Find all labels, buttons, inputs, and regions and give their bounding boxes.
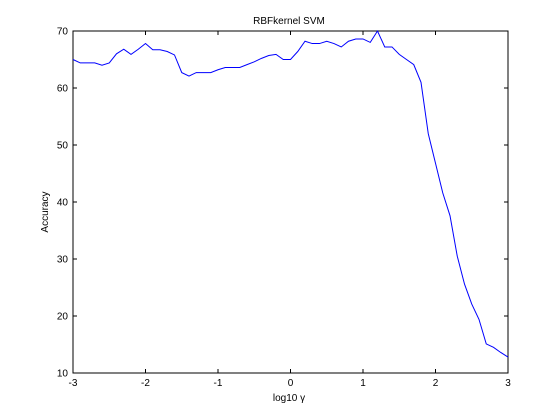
x-tick-label: -2	[141, 378, 150, 389]
y-tick-label: 20	[57, 312, 69, 323]
y-tick-label: 40	[57, 198, 69, 209]
y-tick-label: 70	[57, 27, 69, 38]
y-axis-label: Accuracy	[40, 191, 51, 232]
chart-title: RBFkernel SVM	[253, 16, 325, 27]
x-tick-label: 1	[360, 378, 366, 389]
y-tick-label: 30	[57, 255, 69, 266]
y-tick-label: 10	[57, 369, 69, 380]
y-tick-label: 50	[57, 141, 69, 152]
axes-box	[72, 30, 509, 374]
y-tick-labels: 10 20 30 40 50 60 70	[57, 27, 69, 380]
y-tick-label: 60	[57, 84, 69, 95]
series-line	[72, 29, 509, 358]
x-tick-label: -3	[69, 378, 78, 389]
x-axis-label: log10 γ	[273, 393, 305, 404]
x-tick-labels: -3 -2 -1 0 1 2 3	[69, 378, 512, 389]
x-tick-label: 3	[505, 378, 511, 389]
x-tick-label: 0	[288, 378, 294, 389]
x-tick-label: -1	[214, 378, 223, 389]
ticks	[72, 30, 509, 374]
x-tick-label: 2	[433, 378, 439, 389]
plot-area	[72, 29, 509, 374]
